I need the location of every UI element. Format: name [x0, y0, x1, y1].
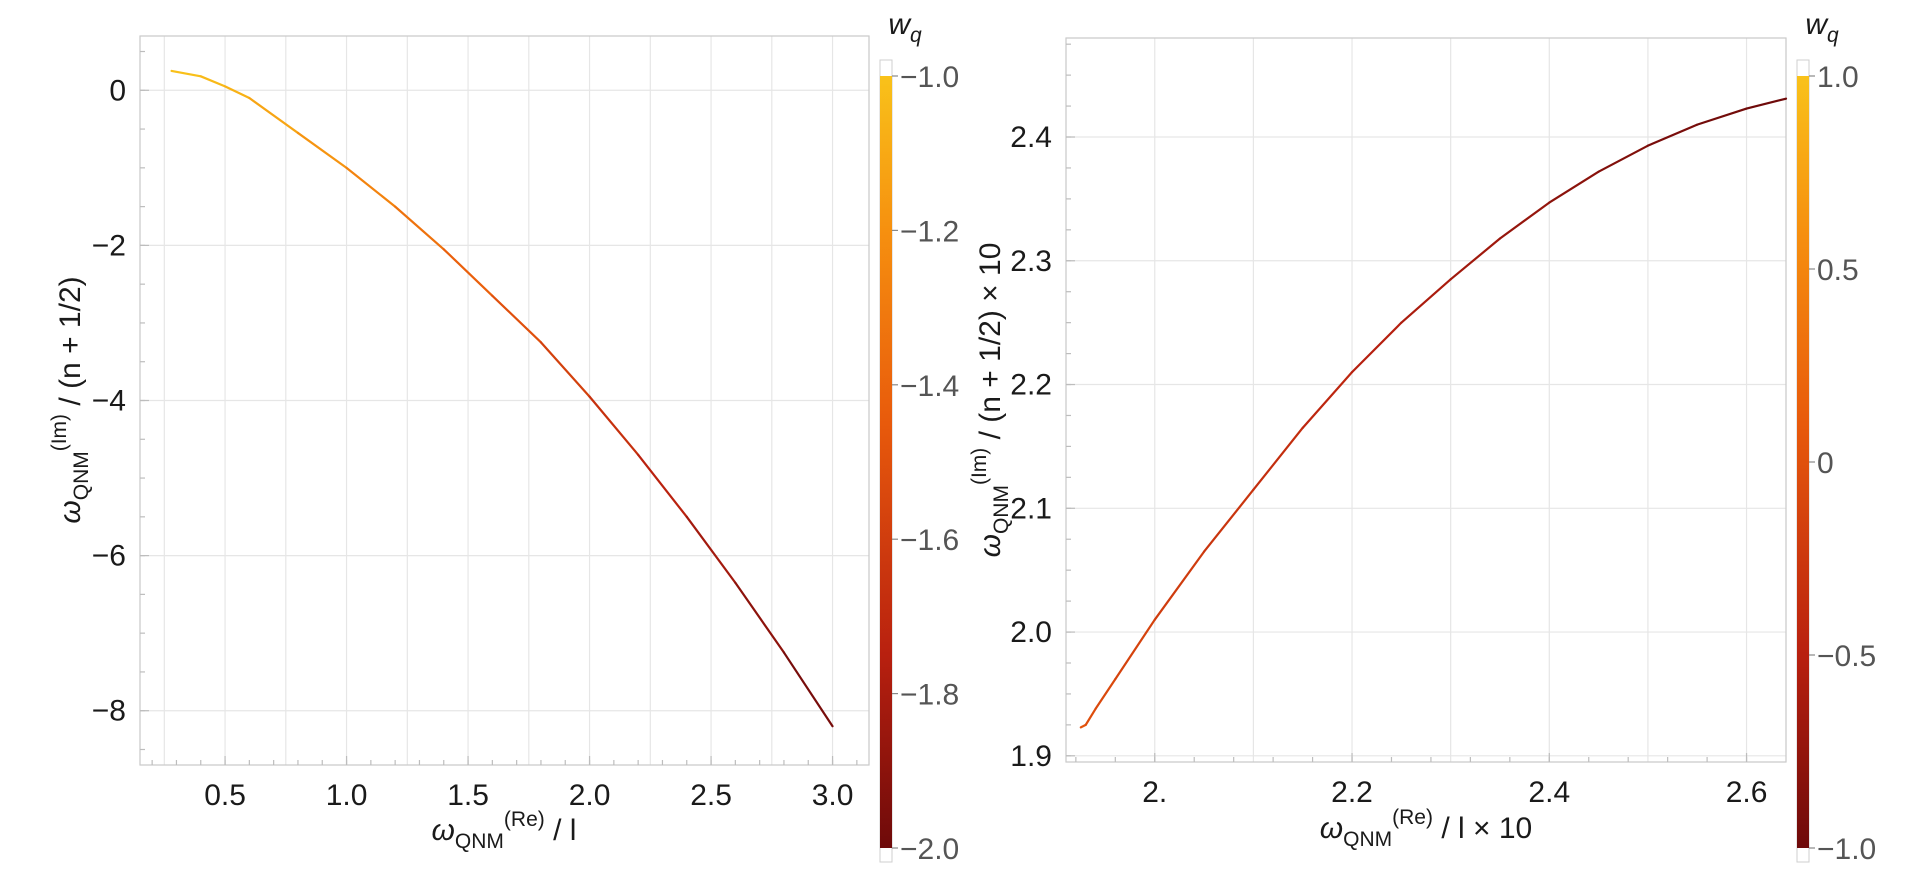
series-segment	[1153, 550, 1206, 621]
y-axis-label: ωQNM(Im) / (n + 1/2)	[48, 276, 93, 523]
y-tick-label: 1.9	[1010, 740, 1052, 773]
y-axis-label: ωQNM(Im) / (n + 1/2) × 10	[968, 243, 1013, 558]
series-segment	[296, 131, 348, 169]
series-segment	[1400, 278, 1452, 324]
x-axis-label: ωQNM(Re) / l	[432, 808, 577, 853]
series-segment	[394, 205, 445, 251]
colorbar-tick-label: −1.8	[900, 679, 959, 712]
series-segment	[1498, 201, 1551, 240]
y-tick-label: −2	[92, 229, 126, 262]
colorbar-tick-label: 1.0	[1817, 61, 1859, 94]
series-segment	[1696, 107, 1748, 126]
series-segment	[1597, 144, 1650, 173]
series-line	[1079, 97, 1788, 729]
y-tick-label: 0	[109, 74, 126, 107]
colorbar-tick-label: 0	[1817, 447, 1834, 480]
x-tick-label: 2.4	[1528, 776, 1570, 809]
colorbar-tick-label: −2.0	[900, 833, 959, 866]
series-segment	[1350, 321, 1403, 374]
series-segment	[1114, 618, 1156, 681]
series-segment	[223, 85, 251, 100]
colorbar-tick-label: −1.0	[900, 61, 959, 94]
series-segment	[491, 294, 543, 344]
y-tick-label: −8	[92, 695, 126, 728]
y-tick-label: 2.3	[1010, 245, 1052, 278]
colorbar	[1797, 76, 1809, 848]
series-segment	[1745, 97, 1788, 110]
x-tick-label: 2.2	[1331, 776, 1373, 809]
y-tick-label: 2.1	[1010, 492, 1052, 525]
series-segment	[442, 248, 494, 297]
x-tick-label: 2.	[1142, 776, 1167, 809]
colorbar	[880, 76, 892, 848]
series-segment	[637, 453, 688, 518]
x-tick-label: 2.5	[690, 779, 732, 812]
series-segment	[734, 581, 786, 654]
x-axis-label: ωQNM(Re) / l × 10	[1320, 806, 1532, 851]
series-segment	[539, 341, 591, 398]
y-tick-label: −6	[92, 540, 126, 573]
x-tick-label: 1.0	[326, 779, 368, 812]
x-tick-label: 2.0	[569, 779, 611, 812]
colorbar-tick-label: −1.0	[1817, 833, 1876, 866]
chart-panel-left: 0.5 1.0 1.5 2.0 2.5 3.0 0 −2 −4 −6 −8 −1.0 −1.2 −1.4 −…	[48, 8, 959, 866]
colorbar-tick-label: −1.4	[900, 370, 959, 403]
x-tick-label: 3.0	[812, 779, 854, 812]
series-line	[170, 69, 834, 728]
x-tick-label: 0.5	[204, 779, 246, 812]
colorbar-tick-label: 0.5	[1817, 254, 1859, 287]
series-segment	[1252, 426, 1304, 491]
plot-frame	[1065, 37, 1787, 763]
colorbar-title: wq	[1805, 8, 1839, 47]
series-segment	[1094, 677, 1117, 710]
series-segment	[1202, 488, 1255, 553]
series-segment	[345, 166, 397, 208]
colorbar-tick-label: −1.6	[900, 524, 959, 557]
series-segment	[1449, 237, 1502, 281]
y-tick-label: 2.4	[1010, 121, 1052, 154]
y-tick-label: 2.2	[1010, 369, 1052, 402]
series-segment	[782, 651, 834, 728]
y-tick-label: 2.0	[1010, 616, 1052, 649]
x-tick-label: 2.6	[1726, 776, 1768, 809]
series-segment	[685, 515, 737, 584]
series-segment	[1084, 707, 1097, 726]
y-tick-label: −4	[92, 385, 126, 418]
series-segment	[1548, 170, 1600, 204]
series-segment	[199, 75, 227, 88]
series-segment	[1646, 123, 1699, 147]
colorbar-title: wq	[888, 8, 922, 47]
series-segment	[588, 395, 640, 456]
series-segment	[1301, 371, 1354, 429]
colorbar-tick-label: −1.2	[900, 215, 959, 248]
chart-panel-right: 2. 2.2 2.4 2.6 1.9 2.0 2.1 2.2 2.3 2.4 1.0 0.5 0 −0.5…	[968, 8, 1876, 866]
x-tick-label: 1.5	[447, 779, 489, 812]
series-segment	[248, 96, 300, 135]
colorbar-tick-label: −0.5	[1817, 640, 1876, 673]
series-segment	[170, 69, 202, 78]
